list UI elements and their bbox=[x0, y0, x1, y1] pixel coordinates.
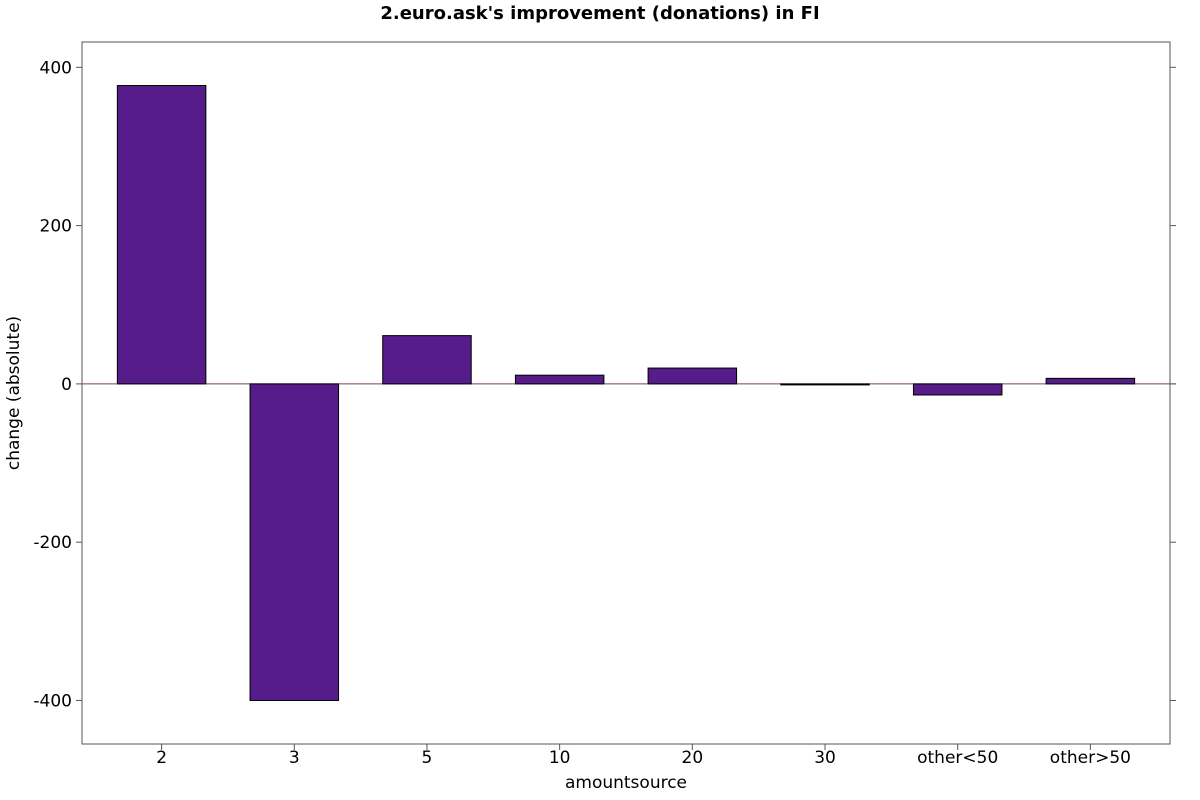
plot-area-frame bbox=[81, 41, 1171, 745]
y-tick-label: -200 bbox=[33, 533, 72, 553]
bar-30 bbox=[780, 383, 870, 386]
y-axis: 400 200 0 -200 -400 bbox=[33, 58, 1176, 711]
y-tick-label: 200 bbox=[40, 217, 72, 237]
bar-5 bbox=[382, 335, 472, 385]
x-tick-label: 10 bbox=[549, 748, 571, 768]
chart-title: 2.euro.ask's improvement (donations) in … bbox=[380, 3, 819, 24]
x-tick-label: other<50 bbox=[917, 748, 998, 768]
x-tick-label: 30 bbox=[814, 748, 836, 768]
x-tick-label: 5 bbox=[422, 748, 433, 768]
x-tick-label: other>50 bbox=[1050, 748, 1131, 768]
x-axis: 2 3 5 10 20 30 other<50 other>50 bbox=[156, 744, 1131, 768]
y-axis-label: change (absolute) bbox=[4, 316, 24, 470]
x-axis-label: amountsource bbox=[565, 773, 687, 793]
x-tick-label: 2 bbox=[156, 748, 167, 768]
y-tick-label: 400 bbox=[40, 58, 72, 78]
bar-other>50 bbox=[1045, 377, 1136, 385]
bar-other<50 bbox=[912, 383, 1003, 396]
bars bbox=[116, 85, 1136, 701]
y-tick-label: -400 bbox=[33, 691, 72, 711]
bar-20 bbox=[647, 367, 738, 385]
bar-10 bbox=[514, 374, 605, 385]
bar-3 bbox=[249, 383, 340, 701]
bar-2 bbox=[116, 85, 207, 385]
y-tick-label: 0 bbox=[61, 375, 72, 395]
x-tick-label: 3 bbox=[289, 748, 300, 768]
x-tick-label: 20 bbox=[682, 748, 704, 768]
